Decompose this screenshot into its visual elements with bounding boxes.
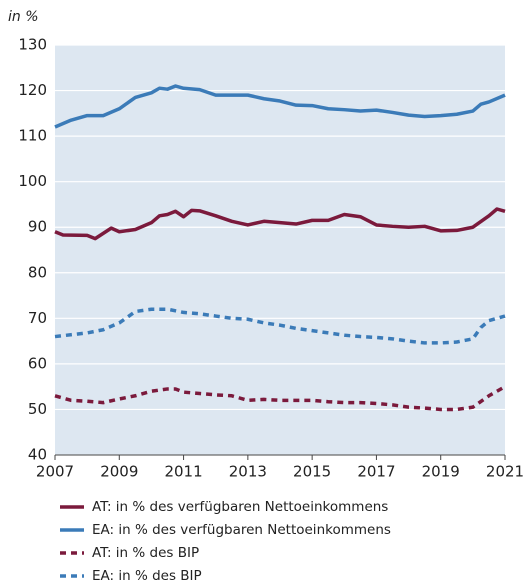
legend-label: EA: in % des verfügbaren Nettoeinkommens [92,522,391,538]
x-tick-label: 2013 [229,463,267,481]
y-tick-label: 110 [18,127,47,145]
x-tick-label: 2007 [36,463,74,481]
y-axis-label: in % [8,9,39,25]
plot-area [55,45,505,455]
legend-label: AT: in % des BIP [92,545,199,561]
line [54,307,506,345]
legend-label: AT: in % des verfügbaren Nettoeinkommens [92,499,388,515]
x-tick-label: 2021 [486,463,524,481]
line [54,84,506,129]
y-tick-label: 50 [28,400,47,418]
x-tick-label: 2019 [422,463,460,481]
x-tick-label: 2015 [293,463,331,481]
y-tick-label: 100 [18,172,47,190]
y-tick-label: 130 [18,36,47,54]
y-tick-label: 40 [28,446,47,464]
y-tick-label: 60 [28,354,47,372]
legend-label: EA: in % des BIP [92,568,202,584]
x-tick-label: 2017 [357,463,395,481]
x-tick-label: 2009 [100,463,138,481]
y-tick-label: 70 [28,309,47,327]
line [54,207,506,241]
x-tick-label: 2011 [164,463,202,481]
y-tick-label: 90 [28,218,47,236]
y-tick-label: 120 [18,81,47,99]
line [54,385,506,412]
y-tick-label: 80 [28,263,47,281]
